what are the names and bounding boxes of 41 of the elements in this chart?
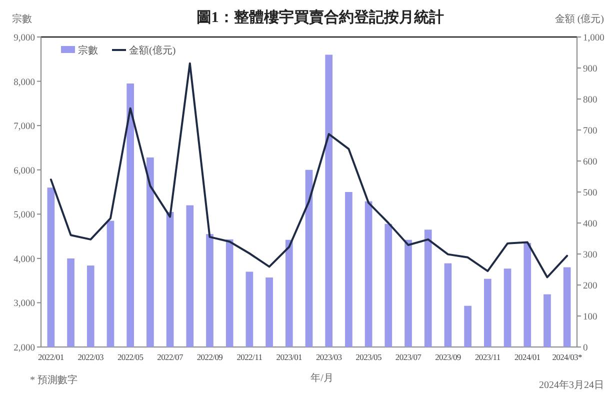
legend-label: 金額(億元) [129,46,176,56]
y-tick-label: 4,000 [14,254,35,265]
y2-tick-label: 0 [583,344,588,354]
y2-tick-label: 300 [583,250,598,260]
y-axis-title: 宗數 [12,14,32,25]
legend-label: 宗數 [78,46,98,56]
y-tick-label: 5,000 [14,210,35,221]
annotation: 2024年3月24日 [539,380,604,391]
x-tick-label: 2022/03 [78,352,104,362]
title: 圖1：整體樓宇買賣合約登記按月統計 [196,10,444,26]
y2-tick-label: 800 [583,96,598,106]
y2-tick-label: 500 [583,188,598,198]
y2-axis-title: 金額 (億元) [554,14,604,25]
y2-tick-label: 400 [583,220,598,230]
x-axis-title: 年/月 [310,373,334,384]
x-tick-label: 2023/09 [435,352,461,362]
y2-tick-label: 900 [583,64,598,74]
x-tick-label: 2023/11 [474,352,500,362]
y2-tick-label: 700 [583,126,598,136]
x-tick-label: 2022/07 [157,352,183,362]
x-tick-label: 2022/01 [38,352,64,362]
x-tick-label: 2023/01 [276,352,302,362]
x-tick-label: 2024/03* [552,352,582,362]
y-tick-label: 6,000 [14,166,35,176]
y-tick-label: 7,000 [14,122,35,132]
x-tick-label: 2024/01 [514,352,540,362]
annotation: * 預測數字 [30,375,78,386]
x-tick-label: 2022/09 [196,352,223,362]
x-tick-label: 2023/05 [356,352,382,362]
y2-tick-label: 1,000 [583,34,604,44]
x-tick-label: 2023/07 [395,352,422,362]
x-tick-label: 2023/03 [316,352,342,362]
x-tick-label: 2022/05 [117,352,144,362]
y2-tick-label: 600 [583,158,598,168]
y-tick-label: 2,000 [14,344,35,354]
y-tick-label: 9,000 [14,34,35,44]
y-tick-label: 8,000 [14,78,35,88]
x-tick-label: 2022/11 [236,352,262,362]
y-tick-label: 3,000 [14,299,35,310]
y2-tick-label: 200 [583,282,598,292]
y2-tick-label: 100 [583,312,598,322]
